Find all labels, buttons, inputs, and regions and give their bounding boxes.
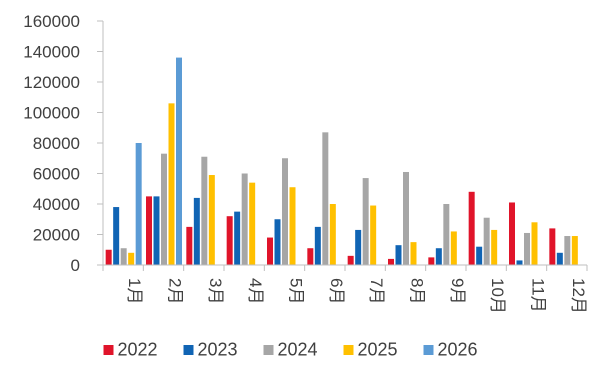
x-tick-label: 12月 <box>569 278 588 314</box>
x-tick-label: 2月 <box>166 278 185 304</box>
legend-label-2023: 2023 <box>198 340 238 360</box>
bar-2022-1 <box>105 249 112 265</box>
bar-2025-2 <box>168 103 175 265</box>
bar-2024-6 <box>322 132 329 265</box>
y-tick-label: 80000 <box>33 134 80 153</box>
bar-2025-9 <box>450 231 457 265</box>
bar-2022-3 <box>186 226 193 266</box>
legend-label-2026: 2026 <box>438 340 478 360</box>
bar-2022-2 <box>146 196 152 266</box>
bar-2023-8 <box>395 245 402 265</box>
y-tick-label: 140000 <box>23 43 80 62</box>
bar-2025-6 <box>329 204 336 265</box>
bar-2024-10 <box>483 217 490 265</box>
bar-2022-11 <box>509 202 515 265</box>
bar-2022-10 <box>468 191 475 265</box>
bar-2025-3 <box>208 175 215 265</box>
bar-2025-11 <box>531 222 538 265</box>
bar-2023-9 <box>435 248 442 265</box>
bar-2026-2 <box>176 57 182 265</box>
bar-2025-4 <box>249 182 256 265</box>
bar-2025-5 <box>289 187 296 265</box>
bar-2023-1 <box>113 207 120 265</box>
bar-2024-3 <box>201 156 208 265</box>
legend-swatch-2026 <box>423 345 434 355</box>
y-tick-label: 0 <box>71 256 80 275</box>
x-tick-label: 7月 <box>367 278 386 304</box>
bar-2022-7 <box>347 255 354 265</box>
bar-2024-12 <box>564 236 571 265</box>
bar-2025-10 <box>491 229 498 265</box>
legend-label-2025: 2025 <box>358 340 398 360</box>
bar-2022-9 <box>428 257 435 266</box>
y-axis-tick-labels: 0 20000 40000 60000 80000 100000 120000 140000 1… <box>23 12 80 275</box>
bar-2023-12 <box>556 252 563 265</box>
bar-2024-8 <box>403 171 409 265</box>
y-tick-label: 160000 <box>23 12 80 31</box>
legend-swatch-2023 <box>183 345 194 355</box>
y-tick-label: 20000 <box>33 226 80 245</box>
x-tick-label: 8月 <box>408 278 427 304</box>
bar-2024-9 <box>443 204 450 265</box>
y-tick-label: 100000 <box>23 104 80 123</box>
legend-swatch-2025 <box>343 345 354 355</box>
bar-2023-11 <box>516 260 523 265</box>
x-tick-label: 9月 <box>448 278 467 304</box>
bar-2022-6 <box>307 248 314 265</box>
legend-label-2024: 2024 <box>278 340 318 360</box>
legend-swatch-2024 <box>263 345 274 355</box>
legend: 2022 2023 2024 2025 2026 <box>103 340 478 360</box>
x-tick-label: 5月 <box>287 278 306 304</box>
y-tick-label: 40000 <box>33 195 80 214</box>
bar-2024-7 <box>362 178 369 265</box>
x-tick-label: 6月 <box>327 278 346 304</box>
x-tick-label: 10月 <box>488 278 507 314</box>
bar-2025-1 <box>128 252 135 265</box>
bar-2023-10 <box>476 246 483 265</box>
x-axis-tick-labels: 1月 2月 3月 4月 5月 6月 7月 8月 9月 10月 11月 12月 <box>125 278 588 314</box>
bar-2025-7 <box>370 205 377 265</box>
bar-2023-6 <box>314 226 321 266</box>
y-tick-label: 60000 <box>33 165 80 184</box>
bar-2026-1 <box>135 143 142 265</box>
bars <box>105 57 578 266</box>
bar-2023-3 <box>193 197 200 265</box>
bar-2022-5 <box>267 237 273 265</box>
bar-2024-11 <box>524 232 530 265</box>
bar-2024-2 <box>161 153 167 265</box>
legend-swatch-2022 <box>103 345 114 355</box>
bar-2022-12 <box>549 228 556 265</box>
axes <box>97 20 588 271</box>
bar-2024-4 <box>241 173 248 265</box>
bar-2023-5 <box>274 219 281 265</box>
x-tick-label: 3月 <box>206 278 225 304</box>
bar-2024-5 <box>282 158 288 265</box>
x-tick-label: 1月 <box>125 278 144 304</box>
bar-2025-12 <box>571 236 578 265</box>
bar-2023-4 <box>234 211 241 266</box>
x-tick-label: 4月 <box>246 278 265 304</box>
bar-2024-1 <box>120 248 127 265</box>
bar-2022-4 <box>226 216 233 265</box>
bar-2022-8 <box>388 258 394 265</box>
x-tick-label: 11月 <box>529 278 548 313</box>
bar-2025-8 <box>410 242 417 266</box>
y-tick-label: 120000 <box>23 73 80 92</box>
legend-label-2022: 2022 <box>118 340 158 360</box>
bar-2023-7 <box>355 229 362 265</box>
bar-2023-2 <box>153 196 160 266</box>
